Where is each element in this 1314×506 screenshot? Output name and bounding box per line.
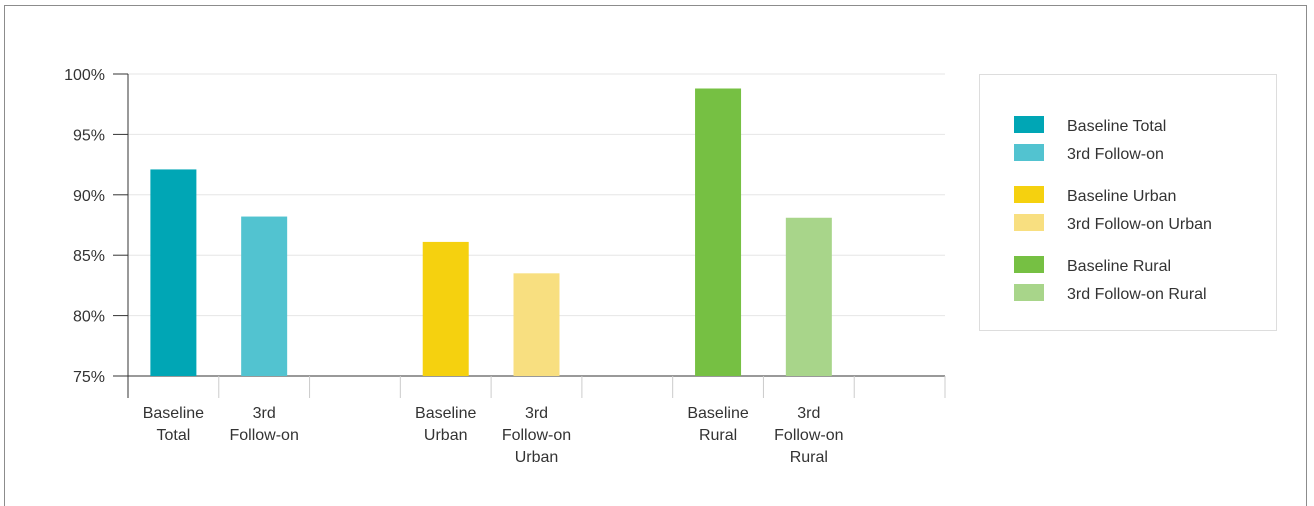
legend-label: Baseline Urban [1067,188,1176,205]
legend-swatch [1014,116,1044,133]
x-category-label: Rural [790,449,828,466]
legend-swatch [1014,256,1044,273]
legend-swatch [1014,284,1044,301]
x-category-label: Total [156,427,190,444]
y-tick-label: 90% [73,188,105,205]
x-category-label: Rural [699,427,737,444]
chart-frame [4,5,1307,506]
bar-3rd-follow-on-urban [513,273,560,376]
legend-swatch [1014,144,1044,161]
x-category-label: Baseline [415,405,476,422]
x-category-label: Follow-on [502,427,571,444]
x-category-label: 3rd [253,405,276,422]
x-category-label: Urban [515,449,559,466]
legend-label: 3rd Follow-on Rural [1067,286,1207,303]
y-tick-label: 80% [73,309,105,326]
x-category-label: Urban [424,427,468,444]
x-category-label: Baseline [687,405,748,422]
bar-3rd-follow-on-rural [785,217,832,376]
x-category-label: Follow-on [229,427,298,444]
y-tick-label: 95% [73,127,105,144]
x-category-label: 3rd [797,405,820,422]
bar-baseline-rural [695,88,742,376]
legend-label: Baseline Total [1067,118,1166,135]
x-category-label: Follow-on [774,427,843,444]
legend-swatch [1014,186,1044,203]
legend-label: 3rd Follow-on Urban [1067,216,1212,233]
y-tick-label: 75% [73,369,105,386]
x-category-label: 3rd [525,405,548,422]
x-category-label: Baseline [143,405,204,422]
y-tick-label: 85% [73,248,105,265]
legend-swatch [1014,214,1044,231]
bar-baseline-urban [422,241,469,376]
bar-baseline-total [150,169,197,376]
bar-3rd-follow-on [241,216,288,376]
legend-label: 3rd Follow-on [1067,146,1164,163]
y-tick-label: 100% [64,67,105,84]
legend-label: Baseline Rural [1067,258,1171,275]
